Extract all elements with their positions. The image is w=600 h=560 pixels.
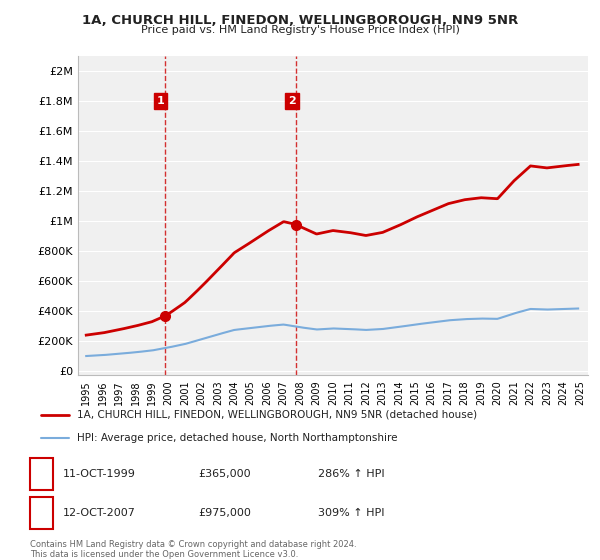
Text: 309% ↑ HPI: 309% ↑ HPI	[318, 508, 385, 518]
Text: 1: 1	[37, 467, 46, 480]
Text: £365,000: £365,000	[198, 469, 251, 479]
Text: 1A, CHURCH HILL, FINEDON, WELLINGBOROUGH, NN9 5NR (detached house): 1A, CHURCH HILL, FINEDON, WELLINGBOROUGH…	[77, 409, 477, 419]
Text: Price paid vs. HM Land Registry's House Price Index (HPI): Price paid vs. HM Land Registry's House …	[140, 25, 460, 35]
Text: 11-OCT-1999: 11-OCT-1999	[63, 469, 136, 479]
Text: 2: 2	[37, 506, 46, 520]
Text: £975,000: £975,000	[198, 508, 251, 518]
Text: Contains HM Land Registry data © Crown copyright and database right 2024.: Contains HM Land Registry data © Crown c…	[30, 540, 356, 549]
Text: 1: 1	[157, 96, 164, 106]
Text: HPI: Average price, detached house, North Northamptonshire: HPI: Average price, detached house, Nort…	[77, 433, 397, 443]
Text: 2: 2	[288, 96, 296, 106]
Text: 12-OCT-2007: 12-OCT-2007	[63, 508, 136, 518]
Text: 1A, CHURCH HILL, FINEDON, WELLINGBOROUGH, NN9 5NR: 1A, CHURCH HILL, FINEDON, WELLINGBOROUGH…	[82, 14, 518, 27]
Text: 286% ↑ HPI: 286% ↑ HPI	[318, 469, 385, 479]
Text: This data is licensed under the Open Government Licence v3.0.: This data is licensed under the Open Gov…	[30, 550, 298, 559]
